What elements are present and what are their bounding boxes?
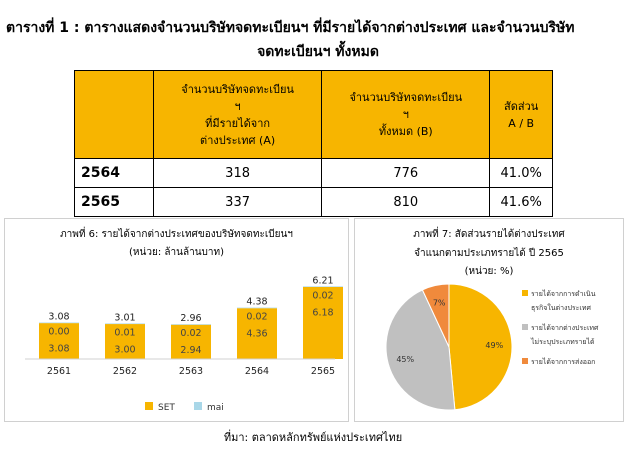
legend-label-mai: mai bbox=[207, 403, 224, 413]
mai-value-label: 0.02 bbox=[180, 328, 201, 339]
pie-chart-title: ภาพที่ 7: สัดส่วนรายได้ต่างประเทศ bbox=[413, 229, 565, 240]
legend-label: รายได้จากการส่งออก bbox=[531, 357, 595, 366]
bar-chart-title: ภาพที่ 6: รายได้จากต่างประเทศของบริษัทจด… bbox=[60, 229, 293, 240]
table-title: ตารางที่ 1 : ตารางแสดงจำนวนบริษัทจดทะเบี… bbox=[0, 16, 626, 64]
header-line: สัดส่วน bbox=[504, 99, 539, 113]
legend-label: รายได้จากต่างประเทศ bbox=[531, 323, 599, 332]
total-label: 3.01 bbox=[114, 312, 135, 323]
table-row: 2565 337 810 41.6% bbox=[74, 187, 553, 217]
title-line-2: จดทะเบียนฯ ทั้งหมด bbox=[257, 44, 379, 60]
total-label: 3.08 bbox=[48, 312, 69, 323]
bar-set bbox=[39, 323, 79, 359]
row-foreign-count: 337 bbox=[152, 187, 323, 217]
legend-swatch bbox=[522, 358, 528, 364]
bar-set bbox=[171, 324, 211, 359]
total-label: 6.21 bbox=[312, 275, 333, 286]
header-ratio: สัดส่วน A / B bbox=[489, 70, 553, 159]
category-label: 2563 bbox=[179, 366, 203, 377]
header-line: จำนวนบริษัทจดทะเบียน bbox=[349, 91, 463, 104]
set-value-label: 4.36 bbox=[246, 329, 267, 340]
bar-set bbox=[303, 287, 343, 359]
set-value-label: 6.18 bbox=[312, 307, 333, 318]
legend-label: ธุรกิจในต่างประเทศ bbox=[531, 303, 591, 312]
category-label: 2564 bbox=[245, 366, 269, 377]
header-total-companies: จำนวนบริษัทจดทะเบียน ฯ ทั้งหมด (B) bbox=[321, 70, 491, 159]
legend-swatch bbox=[522, 290, 528, 296]
bar-mai bbox=[105, 323, 145, 325]
header-line: ต่างประเทศ (A) bbox=[200, 133, 276, 147]
pie-slice-label: 45% bbox=[396, 355, 414, 364]
bar-chart-panel: ภาพที่ 6: รายได้จากต่างประเทศของบริษัทจด… bbox=[4, 218, 349, 422]
bar-mai bbox=[171, 324, 211, 325]
set-value-label: 3.00 bbox=[114, 344, 135, 355]
row-year: 2565 bbox=[74, 187, 154, 217]
total-label: 2.96 bbox=[180, 313, 201, 324]
pie-chart-unit: (หน่วย: %) bbox=[464, 266, 514, 277]
mai-value-label: 0.02 bbox=[312, 290, 333, 301]
source-note: ที่มา: ตลาดหลักทรัพย์แห่งประเทศไทย bbox=[223, 431, 403, 444]
set-value-label: 2.94 bbox=[180, 345, 201, 356]
title-line-1: ตารางที่ 1 : ตารางแสดงจำนวนบริษัทจดทะเบี… bbox=[6, 20, 575, 36]
mai-value-label: 0.01 bbox=[114, 327, 135, 338]
category-label: 2562 bbox=[113, 366, 137, 377]
header-line: ที่มีรายได้จาก bbox=[205, 116, 271, 130]
table-row: 2564 318 776 41.0% bbox=[74, 158, 553, 188]
bar-mai bbox=[303, 286, 343, 288]
bar-chart: 3.08 0.00 3.08 2561 3.01 0.01 3.00 2562 2.96 0.02… bbox=[25, 275, 343, 413]
pie-chart: 49% 45% 7% รายได้จากการดำเนินธุรกิจในต่างปร… bbox=[385, 283, 599, 411]
pie-chart-panel: ภาพที่ 7: สัดส่วนรายได้ต่างประเทศ จำแนกต… bbox=[354, 218, 624, 422]
bar-mai bbox=[237, 307, 277, 309]
category-label: 2561 bbox=[47, 366, 71, 377]
category-label: 2565 bbox=[311, 366, 335, 377]
bar-mai bbox=[39, 322, 79, 324]
row-ratio: 41.0% bbox=[489, 158, 553, 188]
header-line: จำนวนบริษัทจดทะเบียน bbox=[181, 82, 294, 96]
total-label: 4.38 bbox=[246, 297, 267, 308]
mai-value-label: 0.00 bbox=[48, 327, 69, 338]
row-total-count: 810 bbox=[321, 187, 491, 217]
row-ratio: 41.6% bbox=[489, 187, 553, 217]
pie-chart-subtitle: จำแนกตามประเภทรายได้ ปี 2565 bbox=[414, 248, 564, 259]
header-corner-cell bbox=[74, 70, 154, 159]
header-line: ฯ bbox=[234, 99, 241, 113]
set-value-label: 3.08 bbox=[48, 344, 69, 355]
pie-slice-label: 7% bbox=[433, 299, 446, 308]
header-line: ทั้งหมด (B) bbox=[378, 125, 433, 138]
header-line: A / B bbox=[508, 116, 535, 130]
row-total-count: 776 bbox=[321, 158, 491, 188]
data-table: จำนวนบริษัทจดทะเบียน ฯ ที่มีรายได้จาก ต่… bbox=[74, 70, 553, 217]
bar-chart-subtitle: (หน่วย: ล้านล้านบาท) bbox=[129, 247, 224, 258]
pie-slice bbox=[385, 289, 456, 411]
bar-set bbox=[105, 324, 145, 359]
row-foreign-count: 318 bbox=[152, 158, 323, 188]
bar-set bbox=[237, 308, 277, 359]
pie-slice bbox=[448, 283, 513, 411]
legend-swatch-set bbox=[145, 402, 153, 410]
pie-slice-label: 49% bbox=[485, 341, 503, 350]
row-year: 2564 bbox=[74, 158, 154, 188]
legend-label-set: SET bbox=[158, 403, 175, 413]
legend-swatch bbox=[522, 324, 528, 330]
pie-slice bbox=[421, 283, 450, 348]
legend-label: ไม่ระบุประเภทรายได้ bbox=[530, 337, 595, 346]
header-line: ฯ bbox=[402, 108, 409, 121]
legend-label: รายได้จากการดำเนิน bbox=[531, 289, 596, 298]
legend-swatch-mai bbox=[194, 402, 202, 410]
header-foreign-companies: จำนวนบริษัทจดทะเบียน ฯ ที่มีรายได้จาก ต่… bbox=[152, 70, 323, 159]
mai-value-label: 0.02 bbox=[246, 312, 267, 323]
table-header-row: จำนวนบริษัทจดทะเบียน ฯ ที่มีรายได้จาก ต่… bbox=[74, 70, 553, 159]
